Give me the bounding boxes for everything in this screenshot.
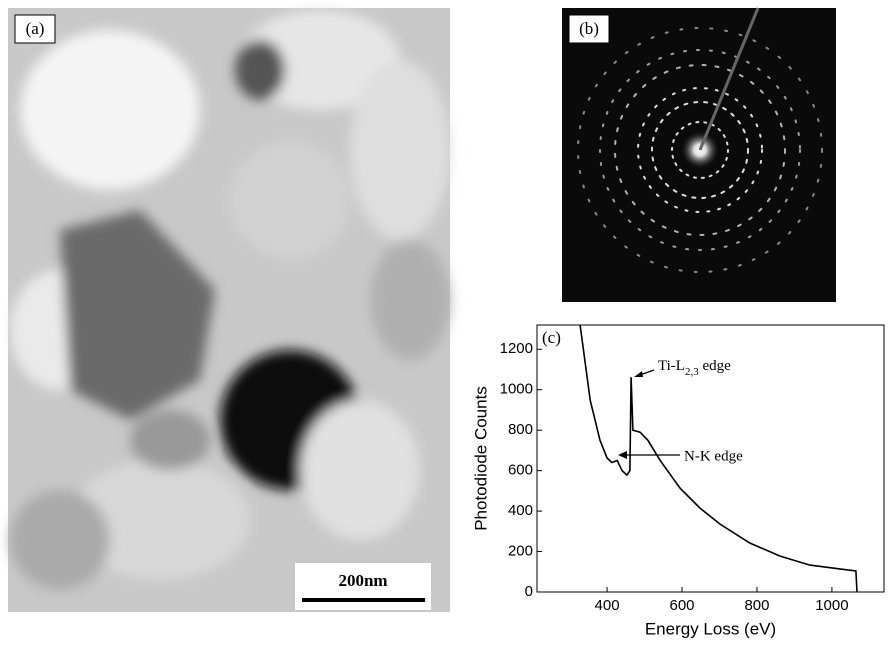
x-tick-label: 1000 xyxy=(815,597,848,614)
y-tick-label: 1000 xyxy=(500,381,533,398)
spectrum-chart: 0 200 400 600 800 1000 1200 400 600 800 1000 Energy… xyxy=(471,325,884,638)
x-axis-label: Energy Loss (eV) xyxy=(645,619,776,638)
panel-label: (c) xyxy=(542,328,561,347)
annotation-text: edge xyxy=(699,358,731,374)
y-tick-label: 600 xyxy=(508,462,533,479)
page: (a) 200nm (b) 0 200 400 600 800 1000 1200 400 60… xyxy=(0,0,891,640)
y-tick-label: 800 xyxy=(508,421,533,438)
scale-bar-label: 200nm xyxy=(338,571,387,590)
annotation: N-K edge xyxy=(684,448,743,464)
panel-label: (b) xyxy=(579,19,599,38)
y-tick-label: 400 xyxy=(508,502,533,519)
annotation-text: Ti-L xyxy=(658,358,685,374)
y-axis-label: Photodiode Counts xyxy=(471,386,490,531)
diffraction-pattern: (b) xyxy=(562,8,836,302)
y-tick-label: 200 xyxy=(508,543,533,560)
panel-label: (a) xyxy=(26,19,45,38)
figure: (a) 200nm (b) 0 200 400 600 800 1000 1200 400 60… xyxy=(0,0,891,640)
x-tick-label: 800 xyxy=(744,597,769,614)
y-tick-label: 0 xyxy=(525,583,533,600)
x-tick-label: 600 xyxy=(670,597,695,614)
x-tick-label: 400 xyxy=(595,597,620,614)
micrograph: (a) 200nm xyxy=(8,8,450,612)
y-tick-label: 1200 xyxy=(500,340,533,357)
annotation-subscript: 2,3 xyxy=(685,366,699,378)
